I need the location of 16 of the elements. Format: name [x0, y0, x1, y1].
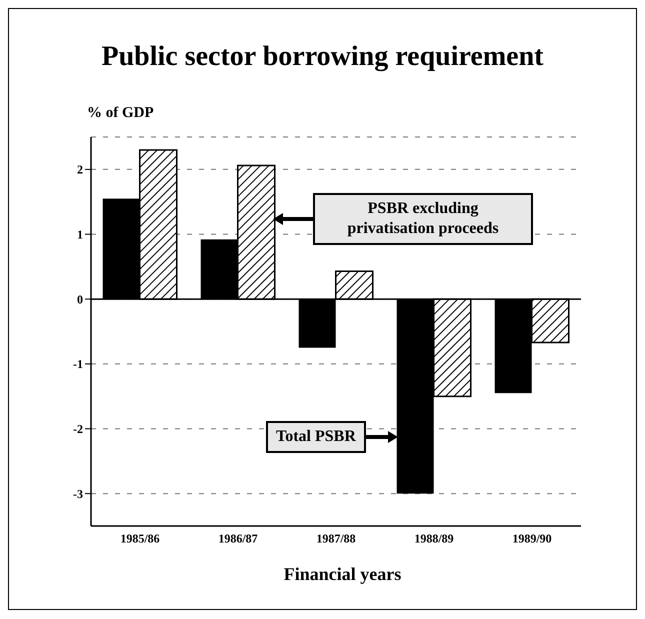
- callout-box: PSBR excluding privatisation proceeds: [313, 193, 533, 245]
- y-axis-title: % of GDP: [87, 105, 154, 122]
- x-axis-title: Financial years: [282, 564, 402, 585]
- y-tick-label: -3: [73, 486, 83, 501]
- x-tick-label: 1985/86: [120, 532, 160, 546]
- y-tick-label: 1: [77, 228, 83, 242]
- y-tick-label: 2: [77, 162, 83, 177]
- callout-box: Total PSBR: [266, 421, 366, 453]
- y-tick-label: -1: [73, 357, 83, 372]
- y-tick-label: 0: [77, 292, 83, 306]
- chart-title: Public sector borrowing requirement: [100, 41, 544, 73]
- x-tick-label: 1989/90: [512, 532, 552, 546]
- x-tick-label: 1987/88: [316, 532, 356, 546]
- x-tick-label: 1988/89: [414, 532, 454, 546]
- y-tick-label: -2: [73, 422, 83, 436]
- x-tick-label: 1986/87: [218, 532, 258, 546]
